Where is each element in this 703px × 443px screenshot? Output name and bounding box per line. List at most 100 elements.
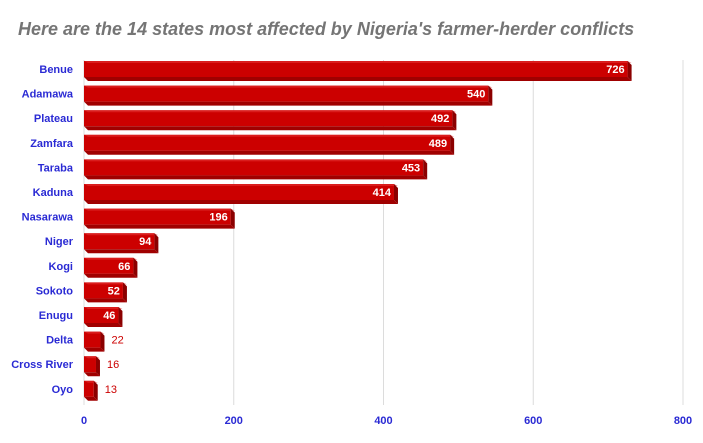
bar-top (84, 110, 457, 113)
bar-bottom (84, 101, 493, 106)
bar-face (84, 257, 134, 274)
bar-side (95, 356, 100, 377)
bar-face (84, 233, 155, 250)
data-label: 46 (103, 310, 115, 322)
category-label: Nasarawa (22, 212, 74, 224)
bar-bottom (84, 150, 455, 155)
data-label: 489 (429, 138, 447, 150)
x-tick-label: 600 (524, 415, 542, 427)
bar-side (100, 331, 105, 352)
bar-top (84, 307, 123, 309)
bar-side (133, 257, 138, 278)
category-label: Delta (46, 335, 74, 347)
bar-bottom (84, 175, 428, 180)
category-labels: Benue Adamawa Plateau Zamfara Taraba Kaduna Na… (11, 64, 74, 396)
bar-bottom (84, 224, 235, 229)
bar-face (84, 184, 394, 200)
bar-bottom (84, 396, 98, 401)
bar-face (84, 380, 94, 397)
bar: 16 (84, 356, 119, 377)
data-label: 66 (118, 261, 130, 273)
category-label: Sokoto (36, 285, 74, 297)
bar-side (122, 282, 127, 303)
category-label: Zamfara (30, 138, 74, 150)
bar-side (488, 85, 493, 106)
bar-face (84, 134, 451, 151)
category-label: Cross River (11, 359, 73, 371)
bar: 453 (84, 159, 428, 180)
data-label: 540 (467, 89, 485, 101)
category-label: Adamawa (22, 89, 74, 101)
bar-side (154, 233, 159, 254)
bar: 726 (84, 61, 632, 81)
bar: 22 (84, 331, 124, 352)
bar: 46 (84, 307, 123, 327)
data-label: 196 (209, 212, 227, 224)
bar-bottom (84, 347, 105, 352)
bar: 52 (84, 282, 127, 303)
bar: 13 (84, 380, 117, 401)
bar-face (84, 208, 231, 225)
chart-title: Here are the 14 states most affected by … (18, 19, 635, 39)
data-label: 13 (105, 384, 117, 396)
bar: 492 (84, 110, 457, 131)
bar-top (84, 85, 493, 88)
bar-bottom (84, 249, 159, 254)
bar-bottom (84, 298, 127, 303)
bar-face (84, 282, 123, 299)
bar-face (84, 331, 101, 348)
bar: 94 (84, 233, 159, 254)
data-label: 22 (111, 335, 123, 347)
bar-face (84, 356, 96, 373)
category-label: Plateau (34, 113, 73, 125)
x-axis-ticks: 0 200 400 600 800 (81, 415, 692, 427)
bar: 540 (84, 85, 493, 106)
bar-side (118, 307, 123, 327)
data-label: 16 (107, 359, 119, 371)
category-label: Enugu (39, 310, 73, 322)
bar-bottom (84, 372, 100, 377)
bar-face (84, 85, 489, 102)
bar-side (423, 159, 428, 180)
data-label: 414 (373, 187, 392, 199)
bar-top (84, 282, 127, 285)
x-tick-label: 200 (225, 415, 243, 427)
category-label: Kaduna (33, 187, 74, 199)
bar: 196 (84, 208, 235, 229)
bar-face (84, 307, 119, 323)
bar-bottom (84, 126, 457, 131)
bar: 414 (84, 184, 398, 204)
data-label: 726 (606, 64, 624, 76)
bar-side (627, 61, 632, 81)
bar-top (84, 257, 138, 260)
bar-top (84, 331, 105, 334)
category-label: Oyo (52, 384, 74, 396)
data-label: 453 (402, 162, 420, 174)
data-label: 94 (139, 236, 152, 248)
bars: 726 540 492 489 453 414 196 94 66 52 46 22 16 13 (84, 61, 632, 401)
bar-top (84, 61, 632, 63)
bar-bottom (84, 200, 398, 204)
bar-face (84, 110, 453, 127)
category-label: Niger (45, 236, 74, 248)
data-label: 52 (108, 285, 120, 297)
x-tick-label: 0 (81, 415, 87, 427)
bar-bottom (84, 273, 138, 278)
bar-bottom (84, 77, 632, 81)
bar-side (230, 208, 235, 229)
bar: 66 (84, 257, 138, 278)
category-label: Taraba (38, 162, 74, 174)
data-label: 492 (431, 113, 449, 125)
bar-top (84, 134, 455, 137)
bar-top (84, 159, 428, 162)
x-tick-label: 400 (374, 415, 392, 427)
bar-bottom (84, 323, 123, 327)
x-tick-label: 800 (674, 415, 692, 427)
bar-top (84, 233, 159, 236)
bar-face (84, 61, 628, 77)
bar-face (84, 159, 424, 176)
bar-side (393, 184, 398, 204)
bar-side (450, 134, 455, 155)
category-label: Kogi (49, 261, 73, 273)
